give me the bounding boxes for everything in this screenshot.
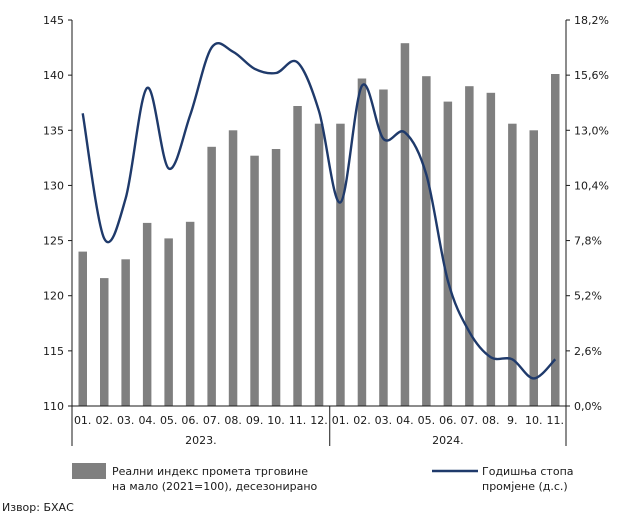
right-tick-label: 0,0% (574, 400, 602, 413)
right-tick-label: 18,2% (574, 14, 609, 27)
year-label: 2023. (185, 434, 217, 447)
bar-19 (465, 86, 474, 406)
x-tick-label: 12. (310, 414, 328, 427)
bar-8 (228, 130, 238, 407)
bar-11 (293, 106, 302, 406)
bar-1 (78, 251, 87, 406)
left-tick-label: 120 (43, 290, 64, 303)
bar-17 (422, 76, 431, 406)
bar-6 (185, 221, 195, 406)
axes: 110 115 120 125 130 135 140 145 0,0% 2,6% 5,2% 7,8%… (43, 14, 609, 447)
legend-line-label: Годишња стопа (482, 465, 574, 478)
bar-9 (250, 155, 259, 406)
x-tick-label: 04. (396, 414, 414, 427)
x-tick-label: 06. (439, 414, 457, 427)
right-tick-label: 13,0% (574, 124, 609, 137)
x-tick-label: 09. (246, 414, 264, 427)
bar-series (78, 43, 560, 407)
left-tick-label: 125 (43, 235, 64, 248)
x-tick-label: 03. (375, 414, 393, 427)
x-tick-label: 08. (482, 414, 500, 427)
bar-13 (336, 123, 345, 406)
line-series (81, 42, 557, 380)
bar-16 (400, 43, 410, 406)
bar-5 (164, 238, 173, 406)
right-tick-label: 2,6% (574, 345, 602, 358)
year-label: 2024. (432, 434, 464, 447)
x-tick-label: 11. (547, 414, 565, 427)
x-tick-label: 11. (289, 414, 307, 427)
x-tick-label: 02. (95, 414, 113, 427)
left-tick-label: 145 (43, 14, 64, 27)
x-tick-label: 05. (160, 414, 178, 427)
bar-18 (443, 101, 453, 406)
x-tick-label: 04. (138, 414, 156, 427)
source-note: Извор: БХАС (2, 501, 74, 514)
left-tick-label: 115 (43, 345, 64, 358)
x-tick-label: 07. (461, 414, 479, 427)
x-tick-label: 08. (224, 414, 242, 427)
bar-2 (100, 278, 109, 406)
x-tick-label: 9. (507, 414, 518, 427)
x-tick-label: 01. (332, 414, 350, 427)
legend-bar-label: на мало (2021=100), десезонирано (112, 480, 318, 493)
bar-20 (486, 92, 496, 407)
bar-7 (207, 146, 216, 407)
x-tick-label: 02. (353, 414, 371, 427)
right-tick-label: 5,2% (574, 290, 602, 303)
legend-bar-label: Реални индекс промета трговине (112, 465, 308, 478)
left-tick-label: 135 (43, 124, 64, 137)
growth-rate-line (81, 42, 557, 380)
bar-3 (121, 259, 130, 406)
x-tick-label: 03. (117, 414, 135, 427)
bar-23 (551, 74, 560, 406)
x-tick-label: 07. (203, 414, 221, 427)
x-tick-label: 10. (525, 414, 543, 427)
bar-21 (508, 123, 517, 406)
right-tick-label: 15,6% (574, 69, 609, 82)
bar-4 (142, 222, 152, 406)
x-tick-label: 05. (418, 414, 436, 427)
bar-22 (529, 130, 538, 407)
right-tick-label: 10,4% (574, 179, 609, 192)
right-tick-label: 7,8% (574, 235, 602, 248)
bar-12 (314, 123, 324, 406)
bar-14 (357, 78, 367, 406)
bar-15 (379, 89, 388, 406)
legend: Реални индекс промета трговине на мало (2… (72, 463, 574, 493)
x-tick-label: 10. (267, 414, 285, 427)
x-tick-label: 06. (181, 414, 199, 427)
left-tick-label: 130 (43, 179, 64, 192)
bar-10 (271, 149, 281, 406)
legend-bar-swatch (72, 463, 106, 479)
legend-line-label: промјене (д.с.) (482, 480, 568, 493)
left-tick-label: 140 (43, 69, 64, 82)
left-tick-label: 110 (43, 400, 64, 413)
x-tick-label: 01. (74, 414, 92, 427)
